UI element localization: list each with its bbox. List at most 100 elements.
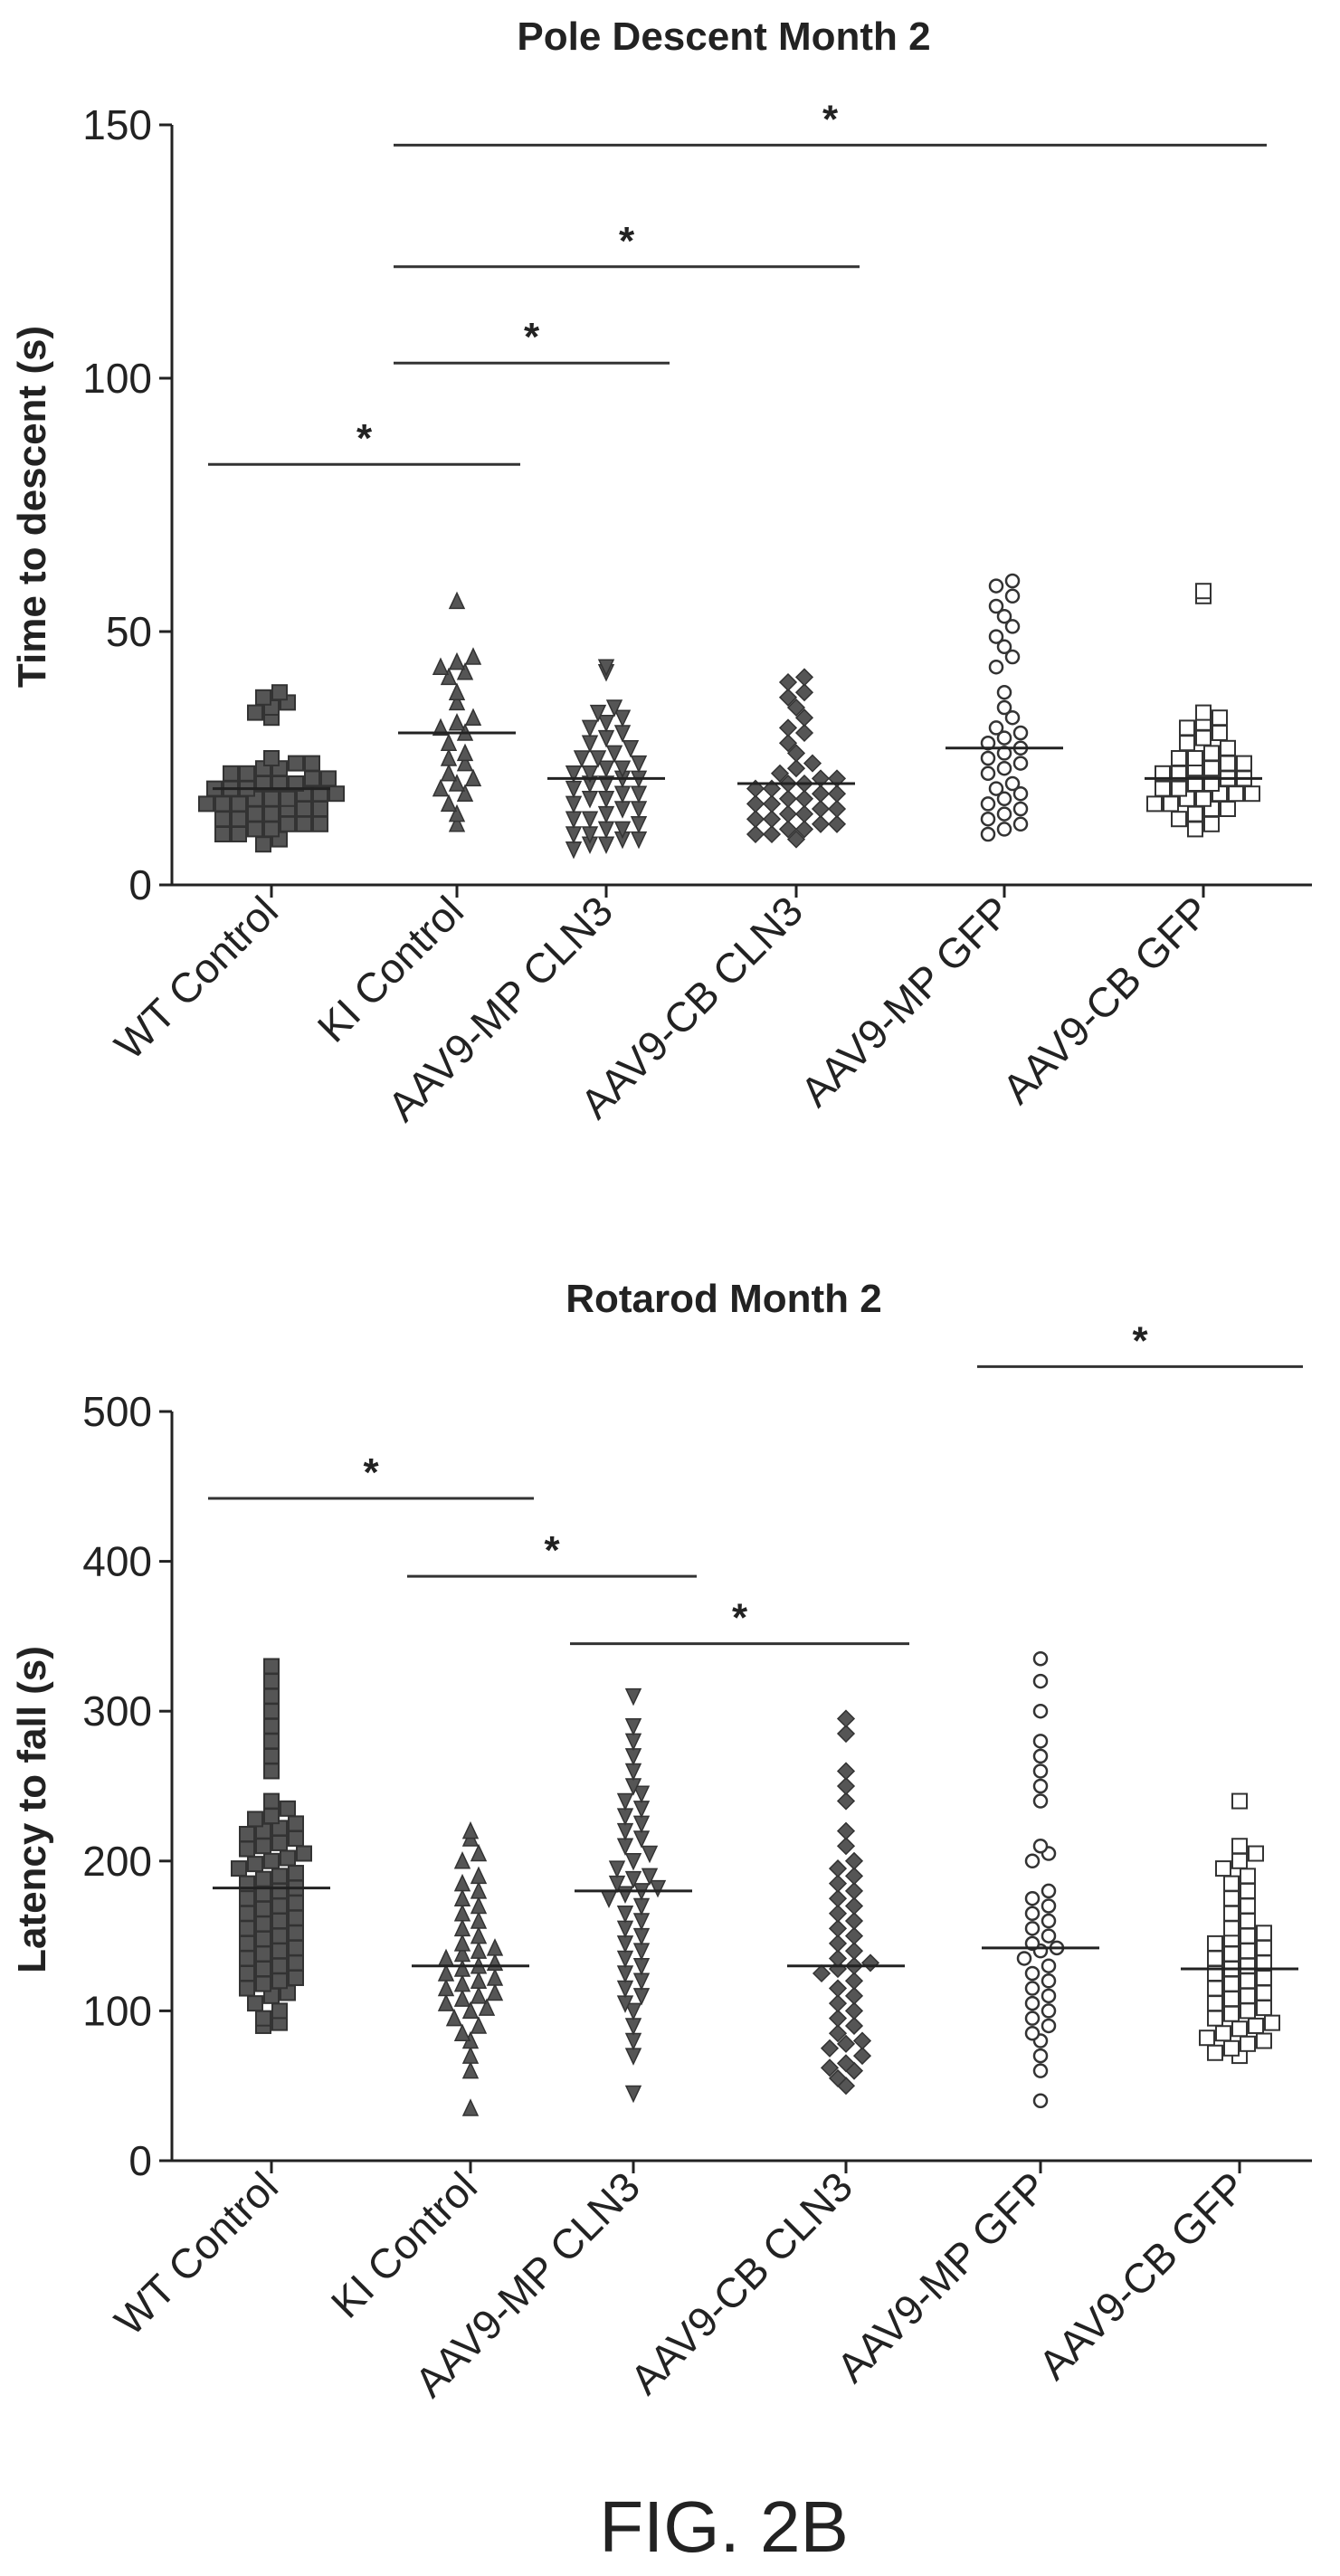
significance-star: * — [356, 416, 373, 461]
data-point — [589, 704, 607, 723]
data-point — [255, 1975, 271, 1992]
data-point — [630, 801, 648, 819]
data-point — [828, 1904, 848, 1923]
data-point — [239, 1934, 255, 1952]
data-point — [280, 790, 296, 807]
data-point — [432, 718, 450, 737]
data-point — [231, 811, 247, 828]
data-point — [641, 1868, 659, 1887]
data-point — [616, 1980, 634, 1999]
data-point — [288, 1830, 304, 1847]
data-point — [581, 765, 599, 784]
data-point — [247, 1811, 263, 1828]
data-point — [812, 1963, 832, 1983]
data-point — [794, 789, 814, 808]
data-point — [996, 684, 1012, 700]
data-point — [616, 1838, 634, 1857]
data-point — [453, 1918, 471, 1937]
data-point — [456, 784, 474, 802]
data-point — [844, 1851, 864, 1870]
category-label: AAV9-CB GFP — [993, 887, 1219, 1112]
data-point — [271, 1834, 288, 1851]
data-point — [1223, 1875, 1240, 1892]
y-tick-label: 500 — [82, 1388, 152, 1435]
data-point — [1032, 1793, 1049, 1809]
data-point — [786, 698, 806, 718]
data-point — [312, 801, 328, 817]
data-point — [448, 774, 466, 792]
data-point — [1223, 1945, 1240, 1963]
data-point — [280, 1849, 296, 1867]
data-point — [456, 743, 474, 762]
data-point — [271, 1882, 288, 1899]
data-point — [1041, 2018, 1057, 2034]
data-point — [624, 1748, 642, 1766]
data-point — [1220, 739, 1236, 756]
series-points — [231, 1658, 312, 2034]
data-point — [239, 1840, 255, 1858]
data-point — [632, 1897, 651, 1916]
data-point — [632, 1801, 651, 1819]
data-point — [988, 598, 1004, 614]
data-point — [461, 2001, 480, 2020]
data-point — [470, 1911, 488, 1929]
data-point — [231, 826, 247, 842]
data-point — [624, 1718, 642, 1736]
data-point — [613, 801, 632, 819]
series-points — [746, 668, 847, 849]
data-point — [239, 1905, 255, 1922]
data-point — [453, 2023, 471, 2041]
data-point — [836, 1792, 856, 1811]
data-point — [1231, 2020, 1248, 2038]
data-point — [255, 1915, 271, 1933]
data-point — [844, 2016, 864, 2036]
data-point — [980, 826, 996, 842]
data-point — [453, 1959, 471, 1977]
data-point — [624, 2085, 642, 2104]
data-point — [478, 1998, 496, 2016]
data-point — [271, 1897, 288, 1915]
data-point — [214, 826, 231, 842]
data-point — [600, 1890, 618, 1908]
data-point — [288, 1865, 304, 1882]
significance-star: * — [619, 219, 635, 263]
data-point — [836, 1762, 856, 1781]
data-point — [1199, 2029, 1215, 2047]
data-point — [239, 1890, 255, 1907]
data-point — [263, 1763, 280, 1780]
data-point — [844, 1896, 864, 1915]
data-point — [632, 1988, 651, 2006]
data-point — [1256, 1969, 1272, 1986]
data-point — [1032, 2063, 1049, 2078]
data-point — [641, 1845, 659, 1864]
data-point — [440, 667, 458, 686]
data-point — [597, 821, 615, 840]
data-point — [263, 1673, 280, 1690]
data-point — [770, 764, 790, 783]
data-point — [1179, 719, 1195, 737]
data-point — [1016, 1951, 1032, 1966]
data-point — [255, 2010, 271, 2027]
data-point — [616, 1808, 634, 1826]
data-point — [1032, 1650, 1049, 1667]
data-point — [597, 760, 615, 778]
data-point — [630, 831, 648, 850]
significance-star: * — [732, 1596, 748, 1640]
data-point — [597, 729, 615, 748]
data-point — [263, 1792, 280, 1810]
data-point — [263, 1733, 280, 1750]
data-point — [1004, 775, 1021, 792]
data-point — [794, 668, 814, 687]
data-point — [597, 791, 615, 809]
data-point — [470, 1941, 488, 1959]
data-point — [827, 784, 847, 803]
data-point — [605, 699, 623, 718]
data-point — [811, 784, 831, 803]
data-point — [844, 1911, 864, 1931]
data-point — [464, 708, 482, 726]
data-point — [255, 1930, 271, 1947]
data-point — [581, 811, 599, 829]
data-point — [239, 765, 255, 782]
data-point — [1032, 2093, 1049, 2109]
data-point — [271, 1957, 288, 1974]
